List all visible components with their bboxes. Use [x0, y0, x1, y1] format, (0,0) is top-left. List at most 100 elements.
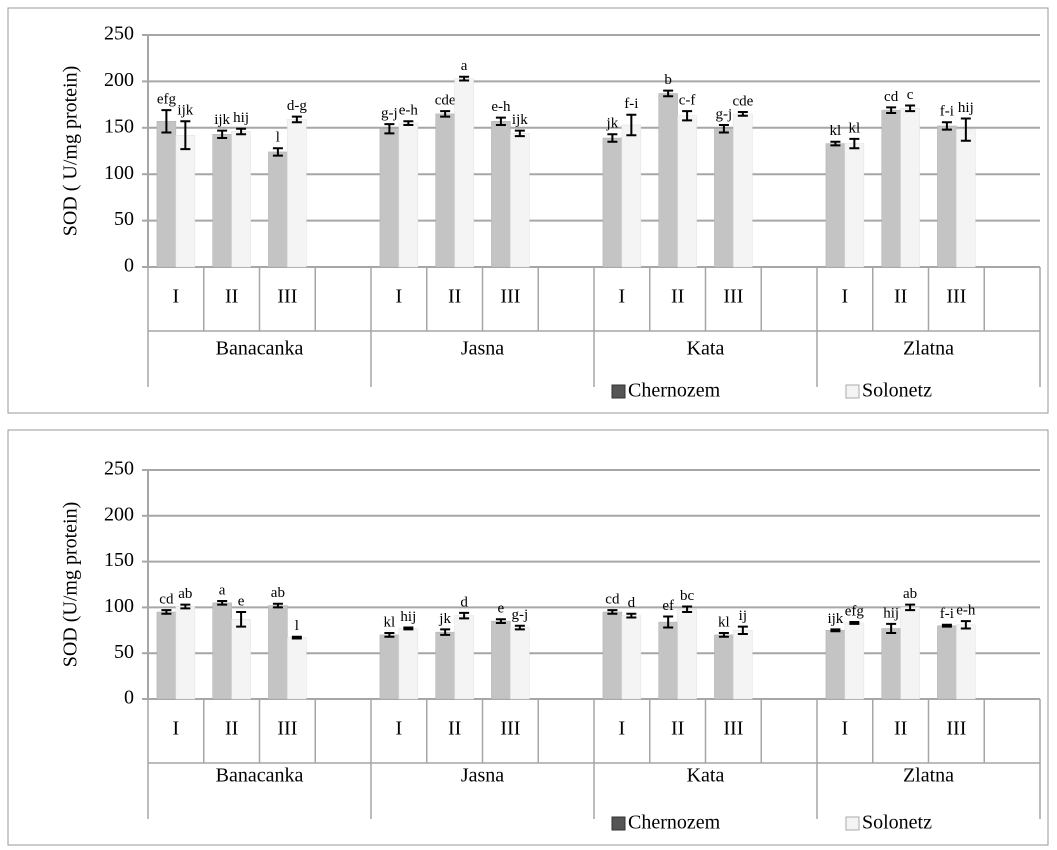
legend-swatch [611, 384, 626, 399]
error-bar [718, 124, 729, 134]
significance-letter: jk [438, 611, 451, 627]
y-tick-label: 0 [124, 687, 134, 709]
group-label: Banacanka [216, 338, 304, 360]
x-tick-label: III [500, 718, 520, 740]
bar [435, 631, 455, 700]
x-tick-label: II [448, 718, 461, 740]
significance-letter: e-h [491, 99, 511, 115]
bar [825, 630, 846, 700]
bar [435, 113, 455, 268]
group-label: Zlatna [903, 338, 954, 360]
significance-letter: kl [718, 614, 730, 630]
error-bar [886, 622, 897, 635]
significance-letter: g-j [381, 106, 398, 122]
significance-letter: c [907, 87, 914, 103]
significance-letter: ab [271, 585, 285, 601]
error-bar [905, 104, 916, 113]
bar [825, 143, 846, 268]
error-bar [718, 632, 729, 638]
significance-letter: cde [435, 93, 456, 109]
error-bar [403, 626, 414, 631]
x-tick-label: II [671, 718, 684, 740]
significance-letter: efg [157, 92, 177, 108]
error-bar [905, 603, 916, 612]
x-tick-label: III [500, 286, 520, 308]
bar [231, 619, 251, 700]
x-tick-label: II [448, 286, 461, 308]
y-axis-label: SOD (U/mg protein) [60, 502, 82, 668]
significance-letter: ef [662, 598, 674, 614]
group-label: Jasna [461, 765, 504, 787]
bar [510, 627, 530, 700]
significance-letter: d-g [287, 98, 307, 114]
error-bar [495, 116, 506, 127]
legend-label: Chernozem [628, 812, 721, 834]
bar [175, 606, 196, 700]
error-bar [440, 628, 451, 636]
error-bar [459, 611, 470, 620]
bar [677, 115, 697, 268]
significance-letter: a [219, 582, 226, 598]
x-tick-label: III [946, 286, 966, 308]
significance-letter: ijk [512, 112, 528, 128]
error-bar [459, 75, 470, 82]
bar [491, 620, 511, 700]
significance-letter: e-h [399, 103, 419, 119]
significance-letter: ijk [214, 112, 230, 128]
significance-letter: f-i [624, 96, 638, 112]
significance-letter: cd [159, 592, 174, 608]
error-bar [384, 632, 395, 638]
y-tick-label: 50 [114, 641, 134, 663]
y-tick-label: 100 [104, 162, 134, 184]
bar [287, 119, 307, 268]
x-tick-label: II [225, 286, 238, 308]
error-bar [272, 602, 283, 609]
error-bar [737, 625, 748, 635]
error-bar [737, 111, 748, 117]
x-tick-label: I [173, 718, 180, 740]
y-tick-label: 250 [104, 23, 134, 45]
group-label: Kata [687, 765, 725, 787]
x-tick-label: III [277, 286, 297, 308]
error-bar [514, 624, 525, 631]
error-bar [607, 609, 618, 615]
significance-letter: l [276, 130, 280, 146]
significance-letter: ijk [177, 103, 193, 119]
significance-letter: hij [883, 605, 899, 621]
error-bar [886, 106, 897, 114]
error-bar [384, 123, 395, 135]
significance-letter: hij [233, 110, 249, 126]
significance-letter: cde [732, 93, 753, 109]
significance-letter: l [295, 618, 299, 634]
error-bar [161, 609, 172, 615]
error-bar [607, 133, 618, 143]
bar [212, 134, 232, 268]
group-label: Banacanka [216, 765, 304, 787]
bar [379, 128, 400, 268]
significance-letter: d [628, 595, 636, 611]
error-bar [291, 635, 302, 640]
y-tick-label: 100 [104, 595, 134, 617]
bar [900, 108, 920, 268]
bar [733, 630, 753, 700]
x-tick-label: I [396, 718, 403, 740]
group-label: Zlatna [903, 765, 954, 787]
x-tick-label: II [894, 718, 907, 740]
significance-letter: ijk [827, 611, 843, 627]
significance-letter: e-h [956, 603, 976, 619]
group-label: Jasna [461, 338, 504, 360]
bar [937, 625, 957, 700]
significance-letter: cd [605, 592, 620, 608]
bar [175, 134, 196, 268]
legend-label: Solonetz [862, 380, 932, 402]
bar [454, 615, 474, 700]
significance-letter: c-f [679, 93, 696, 109]
significance-letter: hij [400, 609, 416, 625]
x-tick-label: III [723, 718, 743, 740]
bar [602, 137, 623, 268]
bar [658, 93, 678, 268]
significance-letter: e [238, 593, 245, 609]
x-tick-label: I [842, 286, 849, 308]
y-tick-label: 0 [124, 255, 134, 277]
